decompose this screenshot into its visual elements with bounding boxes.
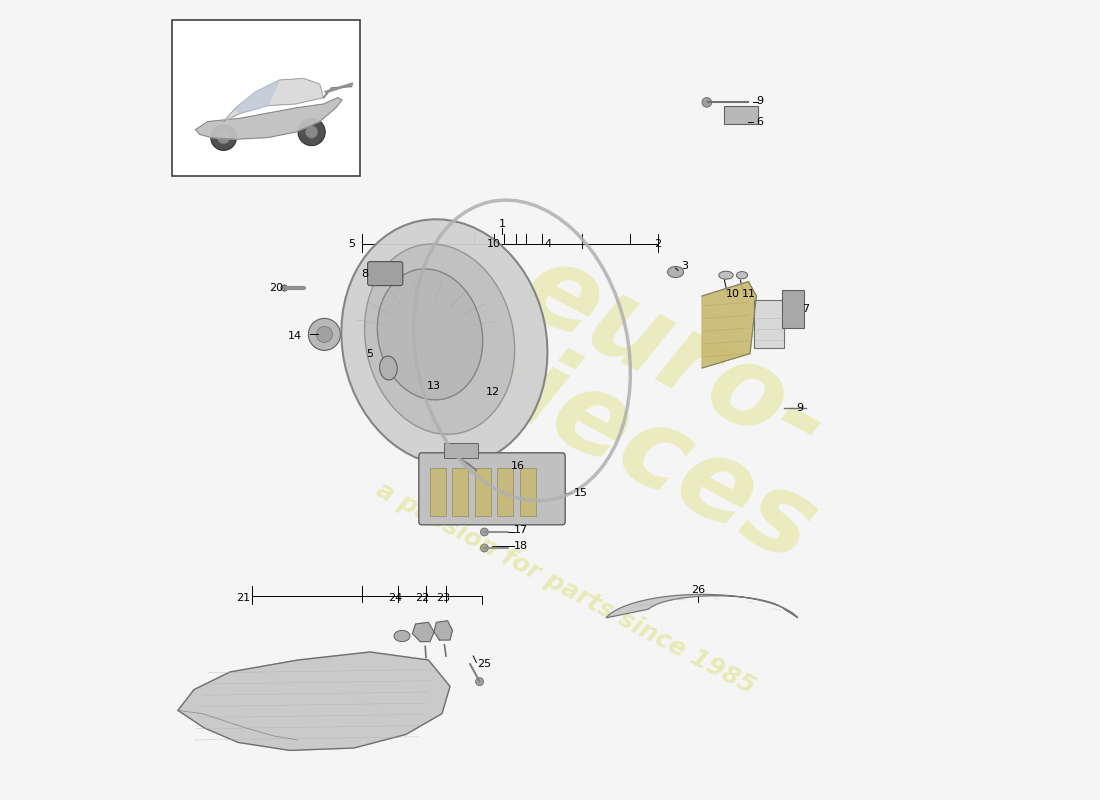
Text: 18: 18 [514,541,528,550]
Polygon shape [235,80,279,114]
Text: 1: 1 [498,219,506,229]
Circle shape [317,326,332,342]
Polygon shape [702,282,757,368]
Polygon shape [196,98,342,139]
Circle shape [217,131,230,144]
Polygon shape [606,594,798,618]
Text: 22: 22 [415,594,429,603]
Text: 20: 20 [270,283,284,293]
Bar [444,443,478,458]
Circle shape [475,678,484,686]
Polygon shape [223,78,323,122]
Ellipse shape [377,269,483,400]
Circle shape [702,98,712,107]
Ellipse shape [718,271,734,279]
Text: 7: 7 [802,304,810,314]
FancyBboxPatch shape [367,262,403,286]
Text: 8: 8 [361,269,368,278]
Ellipse shape [379,356,397,380]
Polygon shape [178,652,450,750]
Bar [725,106,758,124]
Text: 16: 16 [512,462,525,471]
Text: 23: 23 [436,594,450,603]
Circle shape [368,268,379,279]
Text: 4: 4 [544,239,551,249]
Bar [452,468,469,516]
Text: euro-
pieces: euro- pieces [430,217,878,583]
Text: 15: 15 [573,488,587,498]
Bar [430,468,446,516]
Circle shape [298,118,326,146]
Circle shape [481,528,488,536]
Bar [782,290,804,328]
Circle shape [450,377,471,398]
Text: 10: 10 [487,239,500,249]
Text: 17: 17 [514,525,528,534]
Bar [754,300,784,348]
Bar [172,20,360,176]
Text: 2: 2 [654,239,661,249]
Circle shape [211,125,236,150]
Polygon shape [412,622,434,642]
Text: 26: 26 [691,586,705,595]
Circle shape [305,126,318,138]
Circle shape [386,292,466,372]
Polygon shape [434,621,452,640]
Circle shape [282,285,287,291]
Text: 5: 5 [366,350,374,359]
Ellipse shape [475,381,500,397]
Text: 14: 14 [288,331,301,341]
Ellipse shape [364,244,515,434]
Text: 24: 24 [387,594,402,603]
Ellipse shape [668,266,683,278]
Ellipse shape [394,630,410,642]
Text: 9: 9 [796,403,803,413]
Circle shape [308,318,340,350]
Text: 25: 25 [477,659,492,669]
Text: 10: 10 [725,290,739,299]
Text: a passion for parts since 1985: a passion for parts since 1985 [373,478,759,698]
Text: 13: 13 [427,382,441,391]
Bar [519,468,536,516]
Bar [475,468,491,516]
Bar [497,468,514,516]
Text: 9: 9 [756,96,763,106]
FancyBboxPatch shape [419,453,565,525]
Text: 3: 3 [681,261,688,270]
Circle shape [399,306,452,358]
Circle shape [382,362,395,374]
Text: 11: 11 [741,290,756,299]
Text: 12: 12 [485,387,499,397]
Text: 6: 6 [756,117,763,126]
Circle shape [481,544,488,552]
Ellipse shape [341,219,548,466]
Text: 5: 5 [348,239,355,249]
Ellipse shape [736,271,748,278]
Text: 21: 21 [235,594,250,603]
